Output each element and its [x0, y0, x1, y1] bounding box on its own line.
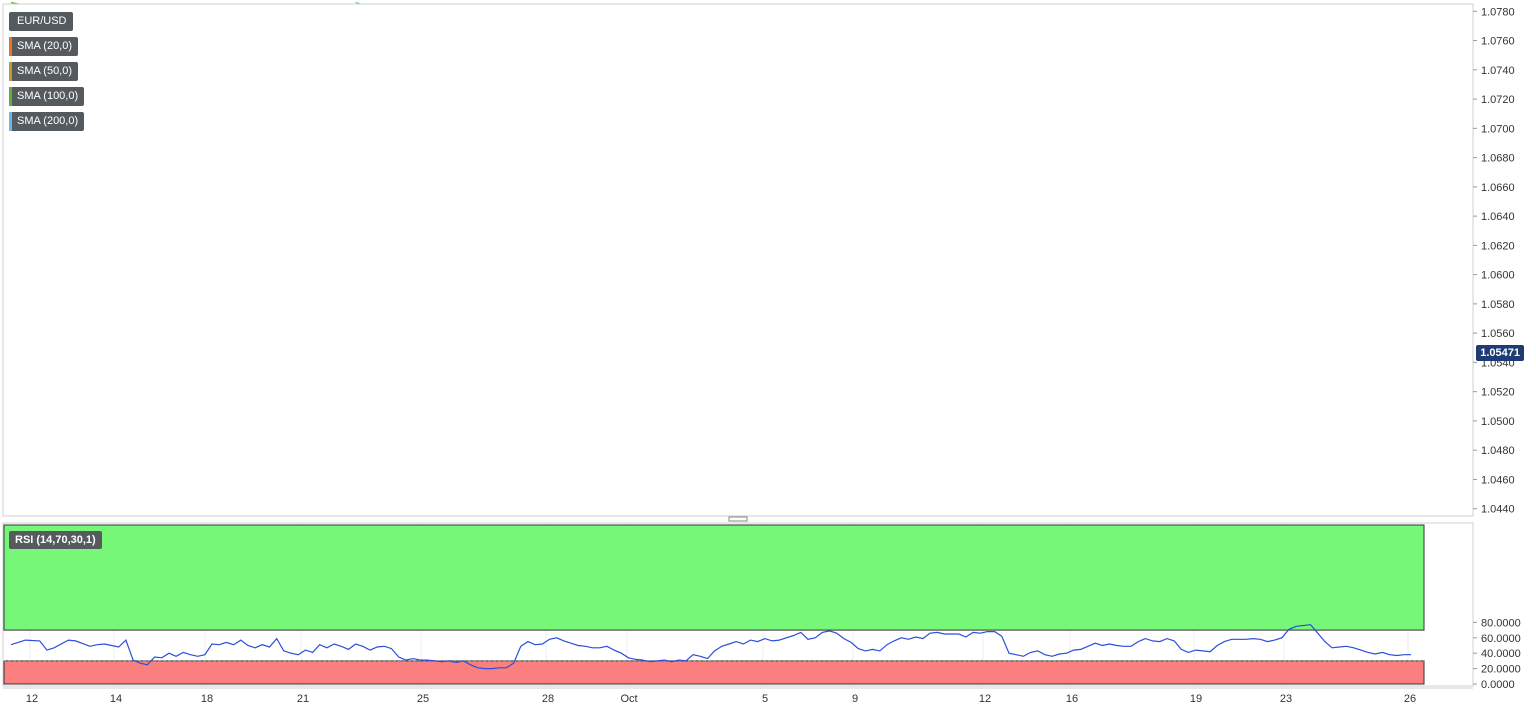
x-tick-label: 26	[1404, 693, 1416, 705]
x-tick-label: Oct	[620, 693, 637, 705]
panel-resize-handle	[728, 516, 748, 522]
rsi-tick-label: 60.0000	[1481, 633, 1521, 645]
rsi-line	[10, 624, 1412, 670]
x-tick-label: 25	[417, 693, 429, 705]
x-tick-label: 5	[762, 693, 768, 705]
rsi-oversold-zone	[3, 660, 1425, 685]
legend-sma20[interactable]: SMA (20,0)	[9, 37, 79, 56]
legend-swatch	[9, 87, 12, 106]
symbol-label: EUR/USD	[9, 12, 73, 31]
rsi-label: RSI (14,70,30,1)	[9, 531, 102, 549]
current-price-tag: 1.05471	[1476, 345, 1524, 361]
y-tick-label: 1.0640	[1481, 211, 1515, 223]
y-tick-label: 1.0740	[1481, 65, 1515, 77]
y-tick-label: 1.0620	[1481, 240, 1515, 252]
y-tick-label: 1.0600	[1481, 270, 1515, 282]
x-tick-label: 16	[1066, 693, 1078, 705]
y-tick-label: 1.0780	[1481, 6, 1515, 18]
y-tick-label: 1.0760	[1481, 36, 1515, 48]
legend-swatch	[9, 112, 12, 131]
legend-sma50[interactable]: SMA (50,0)	[9, 62, 79, 81]
rsi-tick-label: 0.0000	[1481, 679, 1515, 691]
legend-swatch	[9, 62, 12, 81]
x-tick-label: 23	[1280, 693, 1292, 705]
legend-sma200[interactable]: SMA (200,0)	[9, 112, 85, 131]
rsi-overbought-zone	[3, 524, 1425, 631]
y-tick-label: 1.0680	[1481, 153, 1515, 165]
y-tick-label: 1.0700	[1481, 123, 1515, 135]
x-tick-label: 21	[297, 693, 309, 705]
x-tick-label: 12	[979, 693, 991, 705]
y-tick-label: 1.0560	[1481, 328, 1515, 340]
y-tick-label: 1.0660	[1481, 182, 1515, 194]
price-frame	[2, 3, 1474, 517]
y-tick-label: 1.0460	[1481, 474, 1515, 486]
x-tick-label: 12	[26, 693, 38, 705]
x-tick-label: 9	[852, 693, 858, 705]
rsi-tick-label: 20.0000	[1481, 664, 1521, 676]
rsi-frame	[2, 522, 1474, 687]
x-tick-label: 28	[542, 693, 554, 705]
y-tick-label: 1.0500	[1481, 416, 1515, 428]
y-tick-label: 1.0520	[1481, 387, 1515, 399]
x-tick-label: 14	[110, 693, 122, 705]
rsi-tick-label: 80.0000	[1481, 617, 1521, 629]
x-tick-label: 19	[1190, 693, 1202, 705]
y-tick-label: 1.0480	[1481, 445, 1515, 457]
legend-swatch	[9, 37, 12, 56]
y-tick-label: 1.0440	[1481, 504, 1515, 516]
legend-sma100[interactable]: SMA (100,0)	[9, 87, 85, 106]
y-tick-label: 1.0720	[1481, 94, 1515, 106]
rsi-tick-label: 40.0000	[1481, 648, 1521, 660]
rsi-panel[interactable]	[3, 523, 1425, 686]
y-tick-label: 1.0580	[1481, 299, 1515, 311]
x-tick-label: 18	[201, 693, 213, 705]
axes: 12 14 18 21 25 28 Oct 5 9 12 16 19 23 26 1.0440 1.0460 1…	[2, 3, 1521, 705]
